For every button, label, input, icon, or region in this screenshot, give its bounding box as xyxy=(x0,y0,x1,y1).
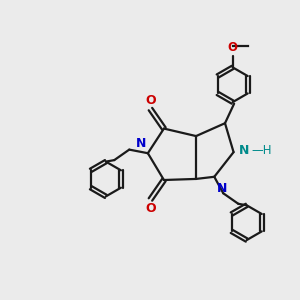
Text: —H: —H xyxy=(251,144,272,157)
Text: N: N xyxy=(239,144,249,157)
Text: N: N xyxy=(136,136,146,150)
Text: N: N xyxy=(217,182,228,195)
Text: O: O xyxy=(145,94,156,107)
Text: O: O xyxy=(145,202,156,215)
Text: O: O xyxy=(228,41,238,54)
